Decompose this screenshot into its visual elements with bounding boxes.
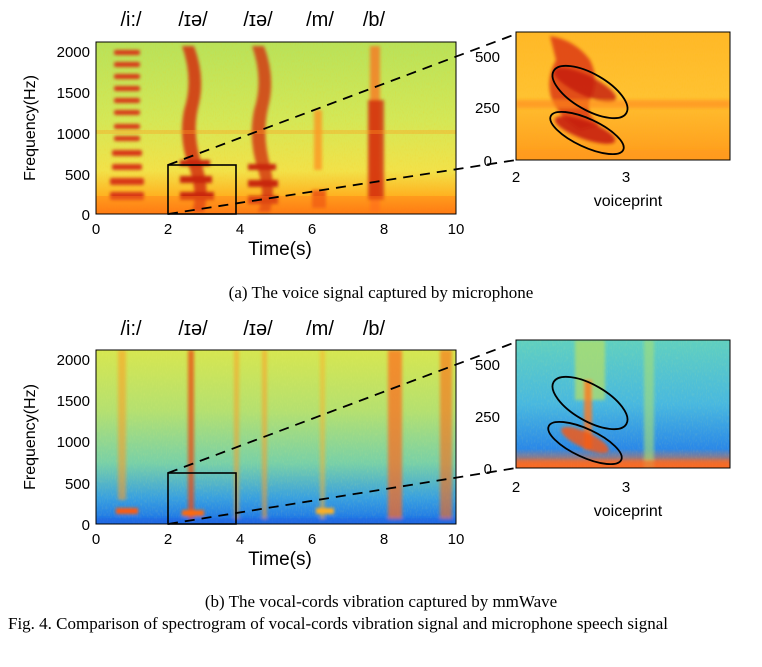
y-tick-label: 1000 — [57, 126, 90, 143]
zoom-y-tick-label: 500 — [475, 49, 500, 66]
zoom-connector — [167, 159, 517, 215]
x-axis-title: Time(s) — [248, 549, 312, 570]
y-tick-label: 2000 — [57, 352, 90, 369]
zoom-connector — [167, 341, 517, 474]
panel-a: /i:/ /ɪə/ /ɪə/ /m/ /b/ — [22, 9, 731, 260]
y-tick-label: 500 — [65, 476, 90, 493]
x-tick-label: 8 — [380, 531, 388, 548]
zoom-x-tick-label: 2 — [512, 479, 520, 496]
y-axis-a: 2000 1500 1000 500 0 — [57, 44, 90, 224]
zoom-region-box-a — [167, 164, 237, 215]
x-tick-label: 4 — [236, 531, 244, 548]
y-axis-title: Frequency(Hz) — [22, 75, 39, 181]
phoneme-label: /ɪə/ — [243, 9, 273, 31]
highlight-ellipse — [547, 420, 623, 466]
x-tick-label: 2 — [164, 531, 172, 548]
panel-b: /i:/ /ɪə/ /ɪə/ /m/ /b/ — [22, 318, 731, 570]
phoneme-label: /i:/ — [120, 318, 142, 340]
phoneme-label: /m/ — [306, 318, 334, 340]
y-tick-label: 0 — [82, 517, 90, 534]
x-tick-label: 10 — [448, 221, 465, 238]
x-tick-label: 0 — [92, 221, 100, 238]
zoom-x-axis-title: voiceprint — [594, 193, 663, 210]
x-tick-label: 4 — [236, 221, 244, 238]
y-tick-label: 1500 — [57, 393, 90, 410]
phoneme-label: /ɪə/ — [178, 318, 208, 340]
y-tick-label: 500 — [65, 167, 90, 184]
subcaption-b: (b) The vocal-cords vibration captured b… — [204, 592, 558, 611]
zoom-x-tick-label: 2 — [512, 169, 520, 186]
subcaption-a: (a) The voice signal captured by microph… — [228, 283, 534, 302]
zoom-frame-b — [515, 339, 731, 469]
x-tick-label: 2 — [164, 221, 172, 238]
zoom-y-axis-a: 500 250 0 — [475, 49, 500, 170]
spectrogram-a — [96, 42, 456, 214]
y-tick-label: 1000 — [57, 434, 90, 451]
x-tick-label: 6 — [308, 531, 316, 548]
zoom-x-tick-label: 3 — [622, 479, 630, 496]
highlight-ellipse — [551, 64, 629, 120]
y-axis-title: Frequency(Hz) — [22, 384, 39, 490]
zoom-spectrogram-b — [516, 340, 730, 468]
figure-caption: Fig. 4. Comparison of spectrogram of voc… — [8, 614, 669, 633]
zoom-y-axis-b: 500 250 0 — [475, 357, 500, 478]
plot-frame-a — [95, 41, 457, 215]
x-tick-label: 0 — [92, 531, 100, 548]
phoneme-label: /b/ — [363, 9, 386, 31]
y-tick-label: 1500 — [57, 85, 90, 102]
highlight-ellipse — [551, 375, 629, 431]
y-tick-label: 2000 — [57, 44, 90, 61]
phoneme-label: /b/ — [363, 318, 386, 340]
x-axis-a: 0 2 4 6 8 10 — [92, 221, 465, 238]
zoom-y-tick-label: 0 — [484, 153, 492, 170]
zoom-region-box-b — [167, 472, 237, 525]
x-tick-label: 8 — [380, 221, 388, 238]
zoom-y-tick-label: 250 — [475, 409, 500, 426]
zoom-y-tick-label: 0 — [484, 461, 492, 478]
zoom-x-tick-label: 3 — [622, 169, 630, 186]
plot-frame-b — [95, 349, 457, 525]
phoneme-label: /ɪə/ — [178, 9, 208, 31]
spectrogram-b — [96, 350, 456, 524]
zoom-x-axis-b: 2 3 — [512, 479, 630, 496]
x-axis-title: Time(s) — [248, 239, 312, 260]
y-axis-b: 2000 1500 1000 500 0 — [57, 352, 90, 534]
zoom-x-axis-a: 2 3 — [512, 169, 630, 186]
zoom-connector — [167, 467, 517, 525]
zoom-y-tick-label: 500 — [475, 357, 500, 374]
zoom-frame-a — [515, 31, 731, 161]
x-axis-b: 0 2 4 6 8 10 — [92, 531, 465, 548]
phoneme-labels-b: /i:/ /ɪə/ /ɪə/ /m/ /b/ — [120, 318, 385, 340]
zoom-x-axis-title: voiceprint — [594, 503, 663, 520]
highlight-ellipse — [549, 110, 625, 156]
x-tick-label: 10 — [448, 531, 465, 548]
phoneme-label: /m/ — [306, 9, 334, 31]
phoneme-label: /i:/ — [120, 9, 142, 31]
y-tick-label: 0 — [82, 207, 90, 224]
x-tick-label: 6 — [308, 221, 316, 238]
zoom-y-tick-label: 250 — [475, 100, 500, 117]
zoom-connector — [167, 33, 517, 166]
phoneme-label: /ɪə/ — [243, 318, 273, 340]
phoneme-labels-a: /i:/ /ɪə/ /ɪə/ /m/ /b/ — [120, 9, 385, 31]
